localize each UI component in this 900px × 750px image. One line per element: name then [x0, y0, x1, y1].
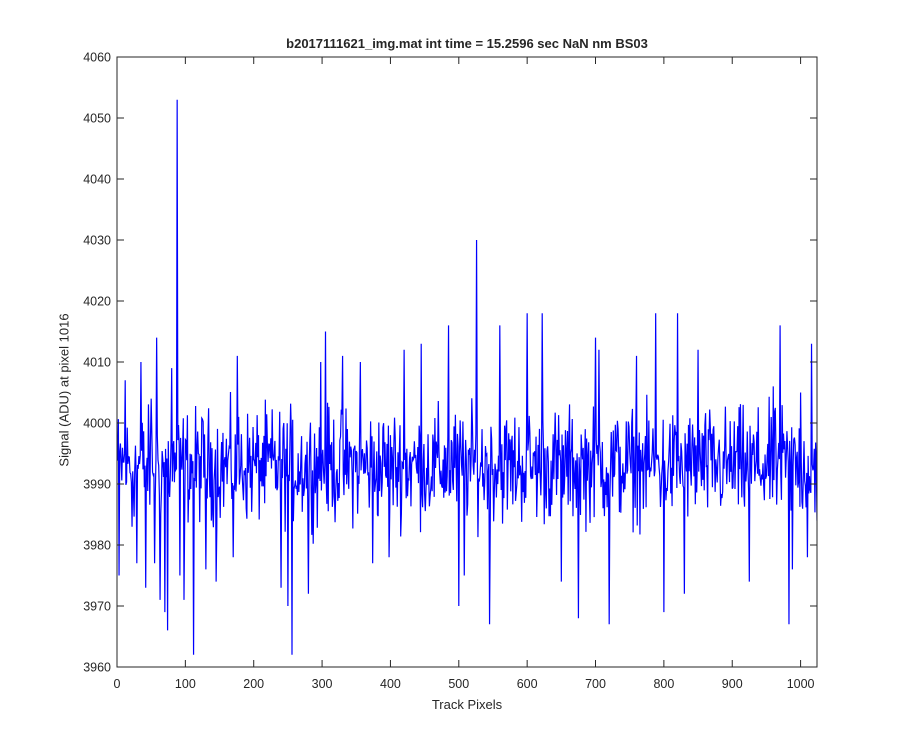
x-tick-label: 700 [585, 677, 606, 691]
x-axis-label: Track Pixels [431, 697, 503, 712]
x-tick-label: 900 [722, 677, 743, 691]
x-tick-label: 400 [380, 677, 401, 691]
x-tick-label: 800 [653, 677, 674, 691]
y-tick-label: 4040 [83, 173, 111, 187]
x-tick-label: 600 [517, 677, 538, 691]
series-layer [117, 99, 817, 655]
axes-box [116, 56, 818, 668]
y-tick-label: 3990 [83, 478, 111, 492]
y-tick-label: 4000 [83, 417, 111, 431]
x-tick-label: 0 [114, 677, 121, 691]
x-tick-label: 1000 [787, 677, 815, 691]
y-tick-label: 3960 [83, 661, 111, 675]
y-tick-label: 4050 [83, 112, 111, 126]
y-tick-label: 4020 [83, 295, 111, 309]
y-tick-label: 4060 [83, 51, 111, 65]
x-tick-label: 300 [312, 677, 333, 691]
y-tick-label: 4030 [83, 234, 111, 248]
x-tick-label: 100 [175, 677, 196, 691]
y-tick-label: 4010 [83, 356, 111, 370]
chart-title: b2017111621_img.mat int time = 15.2596 s… [286, 36, 648, 51]
x-tick-label: 200 [243, 677, 264, 691]
y-tick-label: 3970 [83, 600, 111, 614]
tick-layer: 0 100 200 300 400 500 600 700 800 900 1000 3960 3970… [83, 51, 817, 691]
axes-layer [116, 56, 818, 668]
series-line [117, 99, 817, 655]
x-tick-label: 500 [448, 677, 469, 691]
y-axis-label: Signal (ADU) at pixel 1016 [56, 313, 72, 467]
y-tick-label: 3980 [83, 539, 111, 553]
